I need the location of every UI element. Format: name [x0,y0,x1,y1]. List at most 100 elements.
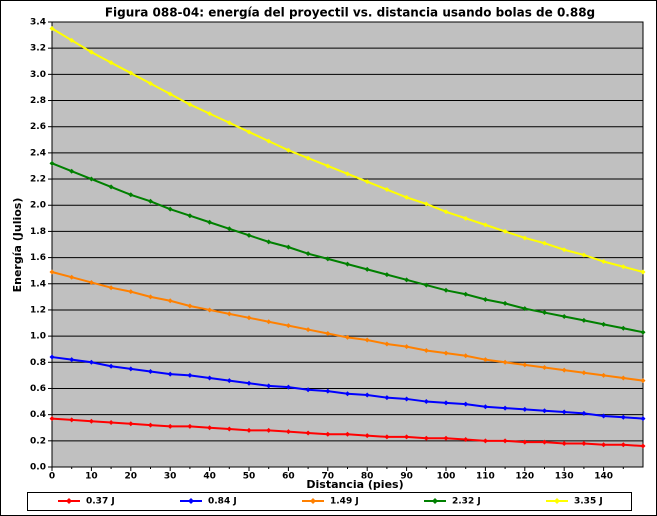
y-axis-title: Energía (Julios) [11,198,24,293]
data-point [207,307,213,313]
data-point [561,247,567,253]
data-point [167,298,173,304]
data-point [542,240,547,246]
data-point [561,409,567,415]
data-point [187,423,193,429]
data-point [443,400,449,406]
x-tick-label: 20 [125,472,138,482]
data-point [285,429,291,435]
data-point [108,363,114,369]
data-point [404,434,410,440]
data-point [167,91,173,97]
data-point [443,287,449,293]
x-tick-label: 0 [49,472,55,482]
data-point [88,176,94,182]
data-point [384,272,390,278]
data-point [325,256,331,262]
y-tick-label: 1.0 [30,332,46,342]
data-point [69,168,75,174]
data-point [325,431,331,437]
data-point [305,251,311,257]
plot-area [52,22,643,467]
y-tick-label: 1.4 [30,279,46,289]
data-point [246,315,252,321]
y-tick-label: 2.8 [30,96,46,106]
data-point [69,274,75,280]
data-point [640,443,646,449]
data-point [542,365,547,371]
data-point [49,160,55,166]
data-point [423,348,429,354]
data-point [601,413,607,419]
legend-label: 0.84 J [208,497,237,507]
legend-marker [554,498,560,504]
data-point [581,440,587,446]
data-point [384,395,390,401]
data-point [226,120,232,126]
data-point [601,259,607,265]
data-point [502,300,508,306]
data-point [443,209,449,215]
data-point [620,264,626,270]
data-point [246,129,252,135]
data-point [463,215,469,221]
data-point [640,269,646,275]
data-point [285,384,291,390]
data-point [522,362,528,368]
data-point [266,427,272,433]
data-point [640,416,646,422]
x-tick-label: 130 [555,472,574,482]
x-tick-label: 60 [282,472,295,482]
data-point [285,244,291,250]
data-point [561,367,567,373]
data-point [207,375,213,381]
data-point [620,442,626,448]
data-point [49,416,55,422]
data-point [266,138,272,144]
data-point [502,228,508,234]
data-point [325,163,331,169]
legend-marker [66,498,72,504]
data-point [49,269,55,275]
data-point [620,375,626,381]
data-point [601,321,607,327]
data-point [207,111,213,117]
data-point [542,439,547,445]
data-point [364,337,370,343]
data-point [345,431,350,437]
legend-marker [188,498,194,504]
x-tick-label: 50 [243,472,256,482]
y-tick-label: 2.6 [30,122,46,132]
data-point [404,344,410,350]
data-point [620,414,626,420]
data-point [522,235,528,241]
y-tick-label: 0.4 [30,410,46,420]
data-point [266,383,272,389]
data-point [443,350,449,356]
data-point [620,325,626,331]
x-tick-label: 90 [400,472,413,482]
data-point [285,147,291,153]
data-point [108,184,114,190]
data-point [69,37,75,43]
data-point [364,392,370,398]
data-point [443,435,449,441]
data-point [384,341,390,347]
x-tick-label: 140 [594,472,613,482]
y-tick-label: 2.4 [30,148,46,158]
data-point [226,378,232,384]
data-point [640,329,646,335]
data-point [167,371,173,377]
data-point [325,388,331,394]
data-point [69,357,75,363]
data-point [187,372,193,378]
data-point [345,334,350,340]
data-point [542,310,547,316]
data-point [345,171,350,177]
data-point [167,423,173,429]
data-point [482,357,488,363]
data-point [187,213,193,219]
data-point [148,81,153,87]
x-tick-label: 120 [515,472,534,482]
